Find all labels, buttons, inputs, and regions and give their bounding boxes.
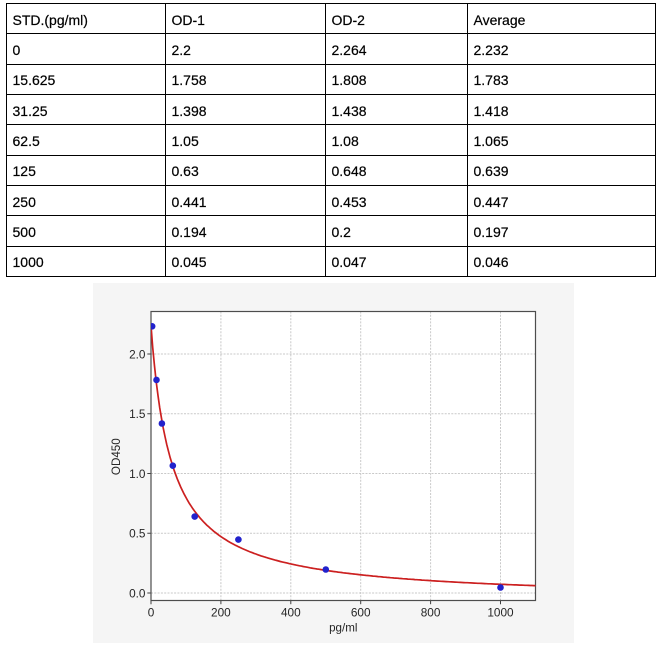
svg-text:1.0: 1.0 <box>129 467 146 481</box>
svg-text:0.0: 0.0 <box>129 586 146 600</box>
svg-text:800: 800 <box>421 606 441 620</box>
svg-text:1000: 1000 <box>487 606 514 620</box>
svg-text:OD450: OD450 <box>110 438 123 475</box>
svg-text:pg/ml: pg/ml <box>329 622 357 635</box>
svg-text:0.5: 0.5 <box>129 527 146 541</box>
svg-text:200: 200 <box>211 606 231 620</box>
svg-text:400: 400 <box>281 606 301 620</box>
svg-text:1.5: 1.5 <box>129 407 146 421</box>
svg-text:600: 600 <box>351 606 371 620</box>
svg-text:0: 0 <box>148 606 155 620</box>
svg-text:2.0: 2.0 <box>129 347 146 361</box>
